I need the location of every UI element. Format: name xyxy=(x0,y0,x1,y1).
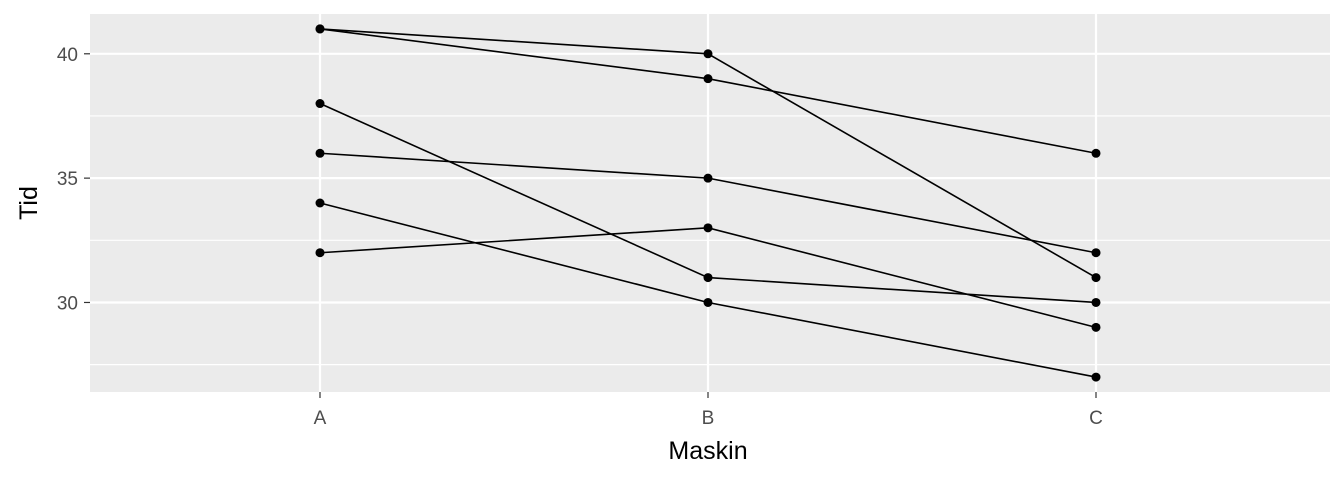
data-point xyxy=(703,297,713,307)
y-tick-label: 40 xyxy=(57,45,78,66)
data-point xyxy=(703,223,713,233)
data-point xyxy=(315,148,325,158)
y-axis-title: Tid xyxy=(15,186,43,220)
data-point xyxy=(1091,248,1101,258)
data-point xyxy=(315,198,325,208)
data-point xyxy=(315,248,325,258)
y-tick-label: 30 xyxy=(57,293,78,314)
data-point xyxy=(315,24,325,34)
data-point xyxy=(1091,273,1101,283)
x-tick-label: C xyxy=(1089,408,1103,429)
minor-gridlines xyxy=(90,115,1330,366)
data-point xyxy=(1091,372,1101,382)
data-point xyxy=(703,49,713,59)
data-point xyxy=(703,173,713,183)
y-axis-ticks: 30 35 40 xyxy=(57,45,90,314)
data-point xyxy=(703,74,713,84)
data-point xyxy=(1091,322,1101,332)
data-point xyxy=(1091,148,1101,158)
data-point xyxy=(1091,297,1101,307)
data-point xyxy=(703,273,713,283)
x-tick-label: B xyxy=(702,408,715,429)
data-point xyxy=(315,99,325,109)
y-tick-label: 35 xyxy=(57,169,78,190)
x-axis-ticks: A B C xyxy=(314,392,1103,429)
series-points xyxy=(315,24,1101,382)
x-tick-label: A xyxy=(314,408,327,429)
panel-background xyxy=(90,14,1330,392)
x-axis-title: Maskin xyxy=(668,437,747,465)
